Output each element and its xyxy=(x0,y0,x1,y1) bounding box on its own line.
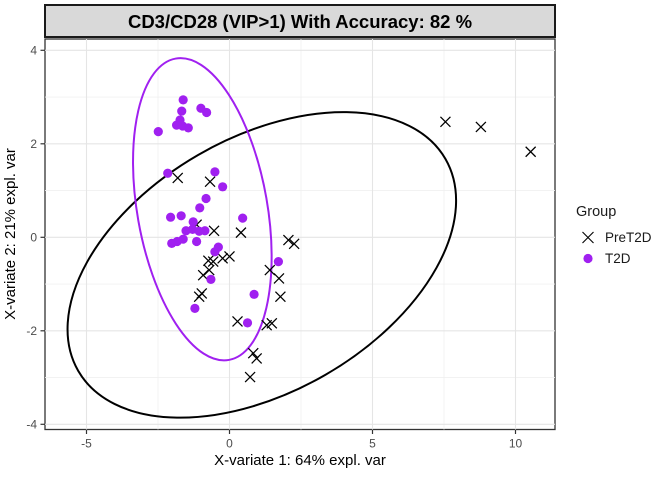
x-axis-title: X-variate 1: 64% expl. var xyxy=(214,452,386,469)
pret2d-point xyxy=(475,121,487,133)
title-box xyxy=(44,4,556,38)
pret2d-point xyxy=(439,116,451,128)
legend: Group PreT2D T2D xyxy=(576,204,652,266)
legend-item-label: T2D xyxy=(605,251,631,266)
legend-title: Group xyxy=(576,204,616,220)
pret2d-point xyxy=(172,172,184,184)
pret2d-point xyxy=(251,352,263,364)
data-points xyxy=(153,95,537,383)
gridlines xyxy=(45,39,555,430)
t2d-point xyxy=(242,318,253,328)
t2d-point xyxy=(153,127,163,137)
t2d-point xyxy=(178,234,188,244)
y-tick-label: -2 xyxy=(26,324,37,338)
confidence-ellipse-pret2d xyxy=(66,111,458,419)
plot-panel xyxy=(44,38,556,431)
t2d-point xyxy=(210,247,220,257)
pret2d-point xyxy=(274,291,286,303)
y-tick-label: 2 xyxy=(30,137,37,151)
y-tick-label: -4 xyxy=(26,418,37,432)
pret2d-point xyxy=(264,264,276,276)
x-tick-label: 10 xyxy=(509,437,523,451)
pret2d-point xyxy=(224,251,235,262)
t2d-point xyxy=(178,95,188,105)
pret2d-point xyxy=(193,291,205,303)
t2d-point xyxy=(238,213,248,223)
legend-item-label: PreT2D xyxy=(605,230,652,245)
x-tick-label: -5 xyxy=(81,437,92,451)
plot-title: CD3/CD28 (VIP>1) With Accuracy: 82 % xyxy=(128,11,472,32)
pret2d-point xyxy=(288,238,300,250)
t2d-point xyxy=(176,211,186,221)
t2d-point xyxy=(192,236,202,247)
pret2d-point xyxy=(247,347,259,359)
x-tick-label: 0 xyxy=(226,437,233,451)
legend-x-marker-icon xyxy=(582,231,594,244)
legend-item-pret2d: PreT2D xyxy=(582,230,652,245)
pret2d-point xyxy=(203,264,215,276)
legend-circle-marker-icon xyxy=(583,253,593,264)
axis-ticks: -5 0 5 10 4 2 0 -2 -4 xyxy=(26,44,522,451)
pret2d-point xyxy=(217,252,229,264)
pret2d-point xyxy=(204,176,216,188)
confidence-ellipses xyxy=(66,57,458,419)
x-tick-label: 5 xyxy=(369,437,376,451)
t2d-point xyxy=(218,182,228,192)
t2d-point xyxy=(206,274,216,284)
t2d-point xyxy=(165,212,176,222)
t2d-point xyxy=(195,203,205,213)
t2d-point xyxy=(210,167,220,177)
t2d-point xyxy=(249,289,259,299)
y-axis-title: X-variate 2: 21% expl. var xyxy=(2,148,19,320)
pret2d-point xyxy=(207,256,219,268)
pret2d-point xyxy=(232,316,243,327)
pret2d-point xyxy=(266,317,278,329)
t2d-point xyxy=(202,107,212,118)
t2d-point xyxy=(163,168,173,178)
pret2d-point xyxy=(208,225,220,237)
t2d-point xyxy=(183,123,193,133)
y-tick-label: 0 xyxy=(30,231,37,245)
t2d-point xyxy=(200,226,210,236)
t2d-point xyxy=(188,217,198,227)
pret2d-point xyxy=(282,234,294,246)
t2d-point xyxy=(177,106,187,116)
pret2d-point xyxy=(235,227,247,239)
t2d-point xyxy=(273,257,284,267)
pret2d-point xyxy=(525,146,537,158)
t2d-point xyxy=(201,193,211,204)
t2d-point xyxy=(190,303,200,313)
pret2d-point xyxy=(244,371,256,383)
pret2d-point xyxy=(273,272,285,284)
y-tick-label: 4 xyxy=(30,44,37,58)
legend-item-t2d: T2D xyxy=(583,251,631,266)
confidence-ellipse-t2d xyxy=(132,57,273,362)
